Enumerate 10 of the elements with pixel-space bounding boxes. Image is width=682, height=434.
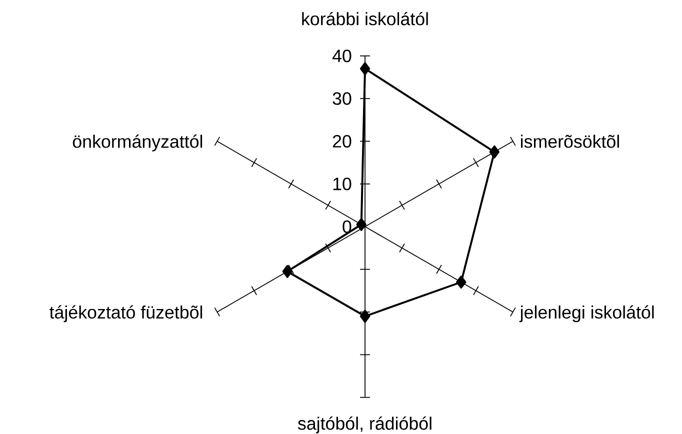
spoke-label: ismerõsöktõl bbox=[521, 134, 619, 148]
spoke-label: tájékoztató füzetbõl bbox=[50, 305, 202, 322]
spoke-label: korábbi iskolától bbox=[302, 12, 428, 26]
y-tick-label: 10 bbox=[333, 178, 352, 190]
y-tick-label: 30 bbox=[332, 92, 352, 105]
y-tick-label: 20 bbox=[332, 135, 352, 148]
spoke-label: jelenlegi iskolától bbox=[519, 305, 654, 322]
spoke-label: sajtóból, rádióból bbox=[298, 416, 432, 434]
y-tick-label: 40 bbox=[332, 50, 352, 62]
spoke-label: önkormányzattól bbox=[72, 134, 202, 152]
